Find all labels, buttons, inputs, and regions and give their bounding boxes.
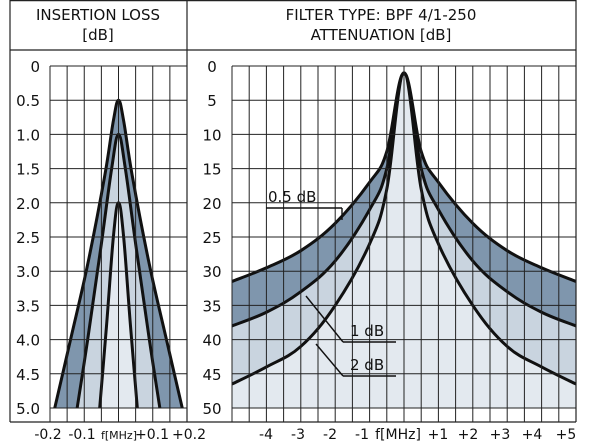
right-header-line2: ATTENUATION [dB] — [311, 26, 452, 44]
x-tick-insertion-loss-1: -0.1 — [68, 427, 95, 443]
frame-layer — [9, 0, 577, 423]
x-tick-insertion-loss-4: +0.2 — [172, 427, 206, 443]
y-tick-attenuation-9: 45 — [202, 366, 221, 384]
x-tick-attenuation-4: f[MHz] — [375, 427, 421, 443]
y-tick-attenuation-8: 40 — [202, 332, 221, 350]
y-tick-attenuation-2: 10 — [202, 126, 221, 144]
y-tick-insertion-loss-1: 0.5 — [16, 92, 40, 110]
y-tick-insertion-loss-6: 3.0 — [16, 263, 40, 281]
x-tick-attenuation-1: -3 — [291, 427, 305, 443]
left-header-line1: INSERTION LOSS — [36, 6, 160, 24]
y-tick-attenuation-7: 35 — [202, 297, 221, 315]
x-tick-insertion-loss-2: f[MHz] — [101, 429, 137, 442]
annotation-label-3: 2 dB — [350, 356, 384, 374]
x-tick-attenuation-8: +4 — [522, 427, 543, 443]
y-tick-insertion-loss-9: 4.5 — [16, 366, 40, 384]
annotation-label-1: 0.5 dB — [268, 188, 316, 206]
x-tick-insertion-loss-0: -0.2 — [34, 427, 61, 443]
x-tick-insertion-loss-3: +0.1 — [135, 427, 169, 443]
y-tick-insertion-loss-8: 4.0 — [16, 332, 40, 350]
y-tick-insertion-loss-2: 1.0 — [16, 126, 40, 144]
annotation-label-2: 1 dB — [350, 322, 384, 340]
x-tick-attenuation-6: +2 — [458, 427, 479, 443]
x-tick-attenuation-2: -2 — [323, 427, 337, 443]
right-header-line1: FILTER TYPE: BPF 4/1-250 — [286, 6, 477, 24]
y-tick-attenuation-3: 15 — [202, 161, 221, 179]
y-tick-insertion-loss-7: 3.5 — [16, 297, 40, 315]
x-tick-attenuation-9: +5 — [556, 427, 577, 443]
plot-layer — [49, 65, 577, 422]
x-tick-attenuation-3: -1 — [355, 427, 369, 443]
y-tick-attenuation-6: 30 — [202, 263, 221, 281]
y-tick-attenuation-4: 20 — [202, 195, 221, 213]
annotation-leader-2 — [305, 295, 344, 343]
y-tick-insertion-loss-5: 2.5 — [16, 229, 40, 247]
header-layer: INSERTION LOSS [dB] FILTER TYPE: BPF 4/1… — [36, 6, 476, 44]
y-tick-insertion-loss-10: 5.0 — [16, 400, 40, 418]
annotation-leader-3 — [315, 343, 344, 377]
y-tick-attenuation-0: 0 — [207, 58, 217, 76]
y-tick-attenuation-5: 25 — [202, 229, 221, 247]
y-tick-attenuation-10: 50 — [202, 400, 221, 418]
x-tick-attenuation-7: +3 — [490, 427, 511, 443]
y-tick-insertion-loss-4: 2.0 — [16, 195, 40, 213]
y-tick-insertion-loss-0: 0 — [30, 58, 40, 76]
x-tick-attenuation-0: -4 — [259, 427, 273, 443]
left-header-line2: [dB] — [82, 26, 114, 44]
x-tick-attenuation-5: +1 — [428, 427, 449, 443]
label-layer: 0 0.5 1.0 1.5 2.0 2.5 3.0 3.5 4.0 4.5 5.0 -0.2 -0.1 f… — [16, 58, 576, 443]
y-tick-attenuation-1: 5 — [207, 92, 217, 110]
y-tick-insertion-loss-3: 1.5 — [16, 161, 40, 179]
